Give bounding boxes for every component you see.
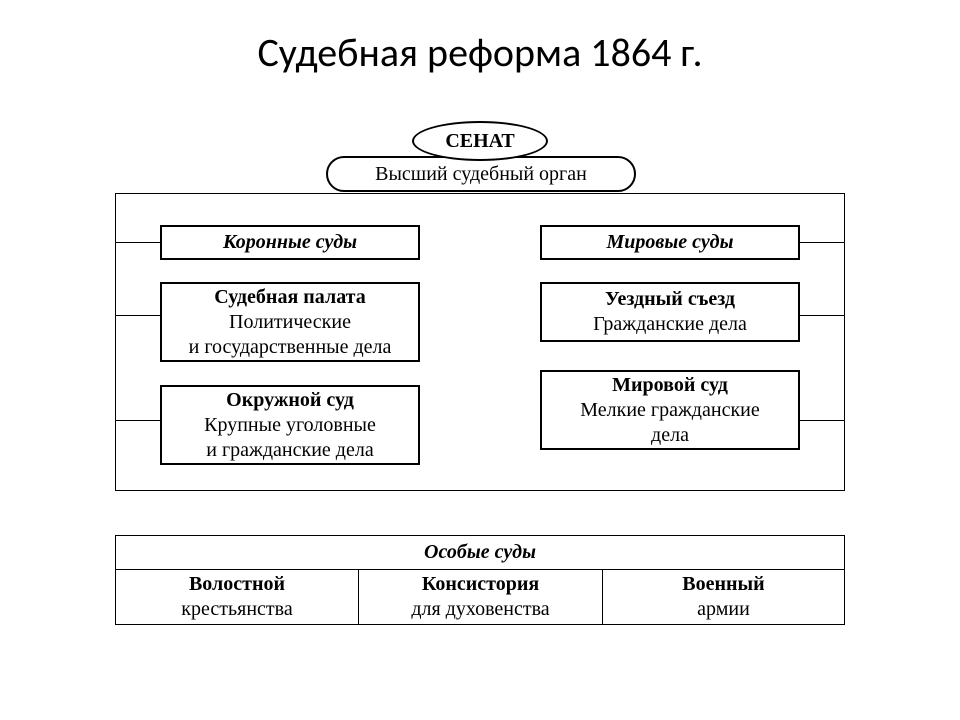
right-header-label: Мировые суды <box>607 230 734 255</box>
left-box-1-desc-b: и государственные дела <box>189 335 392 360</box>
left-box-2-desc-a: Крупные уголовные <box>204 413 376 438</box>
left-header: Коронные суды <box>160 225 420 260</box>
left-box-1-title: Судебная палата <box>214 285 366 310</box>
special-cell-2: Консистория для духовенства <box>359 570 603 625</box>
left-box-2-desc-b: и гражданские дела <box>206 438 373 463</box>
left-box-2: Окружной суд Крупные уголовные и граждан… <box>160 385 420 465</box>
special-header: Особые суды <box>115 535 845 570</box>
right-box-1-title: Уездный съезд <box>605 287 735 312</box>
left-box-2-title: Окружной суд <box>226 388 354 413</box>
left-box-1: Судебная палата Политические и государст… <box>160 282 420 362</box>
special-3-title: Военный <box>682 572 764 597</box>
stub-r1 <box>800 242 845 243</box>
special-header-label: Особые суды <box>424 540 536 565</box>
right-box-2-title: Мировой суд <box>612 373 728 398</box>
supreme-box: Высший судебный орган <box>326 156 636 192</box>
supreme-label: Высший судебный орган <box>375 162 587 187</box>
right-box-2: Мировой суд Мелкие гражданские дела <box>540 370 800 450</box>
senate-ellipse: СЕНАТ <box>412 121 548 161</box>
senate-label: СЕНАТ <box>445 130 514 153</box>
special-cell-1: Волостной крестьянства <box>115 570 359 625</box>
right-box-2-desc-b: дела <box>651 423 689 448</box>
special-1-desc: крестьянства <box>181 597 292 622</box>
special-2-desc: для духовенства <box>411 597 549 622</box>
special-3-desc: армии <box>697 597 750 622</box>
special-1-title: Волостной <box>189 572 285 597</box>
left-box-1-desc-a: Политические <box>229 310 351 335</box>
special-cell-3: Военный армии <box>603 570 845 625</box>
left-header-label: Коронные суды <box>223 230 357 255</box>
special-2-title: Консистория <box>422 572 539 597</box>
page-title: Судебная реформа 1864 г. <box>0 28 960 77</box>
stub-l3 <box>115 420 160 421</box>
stub-l1 <box>115 242 160 243</box>
right-header: Мировые суды <box>540 225 800 260</box>
right-box-1-desc: Гражданские дела <box>593 312 747 337</box>
diagram-canvas: Судебная реформа 1864 г. Высший судебный… <box>0 0 960 720</box>
right-box-1: Уездный съезд Гражданские дела <box>540 282 800 342</box>
right-box-2-desc-a: Мелкие гражданские <box>580 398 760 423</box>
stub-r3 <box>800 420 845 421</box>
stub-r2 <box>800 315 845 316</box>
stub-l2 <box>115 315 160 316</box>
